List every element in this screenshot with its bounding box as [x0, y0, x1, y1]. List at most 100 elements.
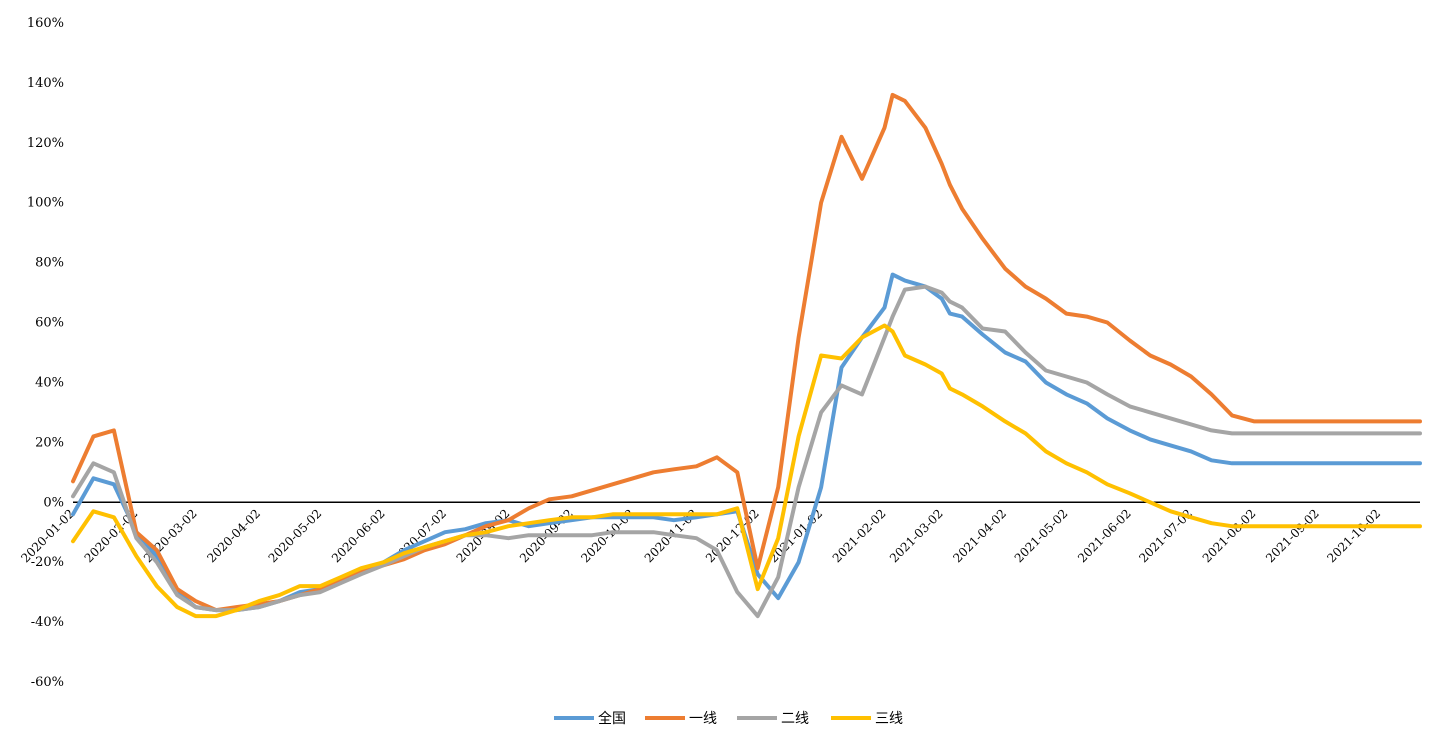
data-point: [1065, 312, 1068, 315]
data-point: [299, 591, 301, 593]
data-point: [360, 567, 363, 569]
x-tick-label: 2020-06-02: [329, 506, 388, 565]
data-point: [652, 531, 655, 533]
data-point: [1294, 432, 1297, 435]
data-point: [716, 549, 718, 551]
data-point: [797, 486, 800, 489]
legend: 全国 一线 二线 三线: [554, 710, 903, 727]
data-point: [820, 354, 822, 357]
data-point: [156, 561, 158, 563]
data-point: [194, 615, 197, 617]
series-group: [71, 323, 1422, 619]
data-point: [1398, 525, 1401, 527]
data-point: [1086, 402, 1088, 405]
data-point: [1210, 393, 1213, 396]
data-point: [113, 471, 115, 474]
data-point: [1357, 462, 1360, 465]
data-point: [403, 552, 405, 554]
data-point: [695, 513, 698, 516]
data-point: [423, 549, 426, 551]
data-point: [1398, 462, 1401, 465]
data-point: [1004, 330, 1006, 333]
data-point: [1253, 525, 1256, 527]
data-point: [1086, 381, 1088, 384]
data-point: [507, 519, 510, 521]
y-tick-label: -60%: [31, 675, 64, 690]
data-point: [1004, 420, 1006, 423]
data-point: [1065, 393, 1068, 396]
data-point: [756, 615, 759, 617]
data-point: [299, 594, 301, 596]
data-point: [156, 585, 158, 587]
data-point: [924, 363, 927, 366]
data-point: [444, 540, 446, 542]
data-point: [591, 489, 593, 492]
x-tick-label: 2021-08-02: [1200, 506, 1259, 565]
series-group: [71, 284, 1422, 619]
data-point: [1337, 525, 1339, 527]
data-point: [485, 522, 487, 524]
data-point: [861, 178, 863, 180]
data-point: [72, 480, 74, 483]
data-point: [820, 411, 822, 414]
data-point: [464, 528, 467, 530]
data-point: [904, 100, 906, 102]
data-point: [716, 513, 718, 516]
x-tick-label: 2021-05-02: [1012, 506, 1071, 565]
data-point: [611, 513, 614, 516]
data-point: [382, 561, 385, 563]
data-point: [981, 237, 984, 240]
x-tick-label: 2021-10-02: [1324, 506, 1383, 565]
data-point: [1024, 360, 1027, 363]
data-point: [570, 516, 573, 519]
data-point: [904, 288, 906, 291]
data-point: [403, 549, 405, 551]
data-point: [1398, 420, 1401, 423]
data-point: [1149, 501, 1151, 504]
data-point: [1274, 525, 1276, 527]
data-point: [548, 519, 551, 521]
data-point: [861, 393, 863, 396]
data-point: [72, 540, 74, 542]
data-point: [135, 537, 138, 539]
data-point: [1294, 462, 1297, 465]
data-point: [632, 513, 634, 516]
data-point: [891, 315, 894, 318]
data-point: [507, 525, 510, 527]
data-point: [949, 312, 951, 315]
data-point: [1190, 516, 1192, 519]
legend-label: 一线: [689, 711, 717, 727]
data-point: [360, 570, 363, 572]
data-point: [736, 591, 739, 593]
series-line: [71, 92, 1422, 613]
data-point: [1337, 420, 1339, 423]
legend-label: 三线: [875, 711, 903, 727]
data-point: [949, 300, 951, 303]
data-point: [940, 163, 943, 165]
legend-label: 全国: [598, 710, 626, 727]
legend-label: 二线: [781, 711, 809, 727]
data-point: [1149, 354, 1151, 357]
data-point: [949, 387, 951, 390]
y-tick-label: 40%: [35, 375, 64, 390]
data-point: [756, 567, 759, 569]
data-point: [507, 537, 510, 539]
y-tick-label: 100%: [27, 196, 64, 211]
y-tick-label: -20%: [31, 555, 64, 570]
data-point: [591, 516, 593, 519]
data-point: [570, 519, 573, 521]
data-point: [319, 585, 322, 587]
data-point: [528, 507, 530, 510]
x-tick-label: 2021-03-02: [887, 506, 946, 565]
data-point: [215, 615, 217, 617]
data-point: [548, 498, 551, 501]
data-point: [570, 534, 573, 536]
data-point: [673, 534, 675, 536]
data-point: [176, 588, 178, 590]
data-point: [194, 600, 197, 602]
data-point: [591, 534, 593, 536]
data-point: [464, 534, 467, 536]
data-point: [1129, 429, 1131, 432]
data-point: [1045, 381, 1047, 384]
data-point: [485, 531, 487, 533]
